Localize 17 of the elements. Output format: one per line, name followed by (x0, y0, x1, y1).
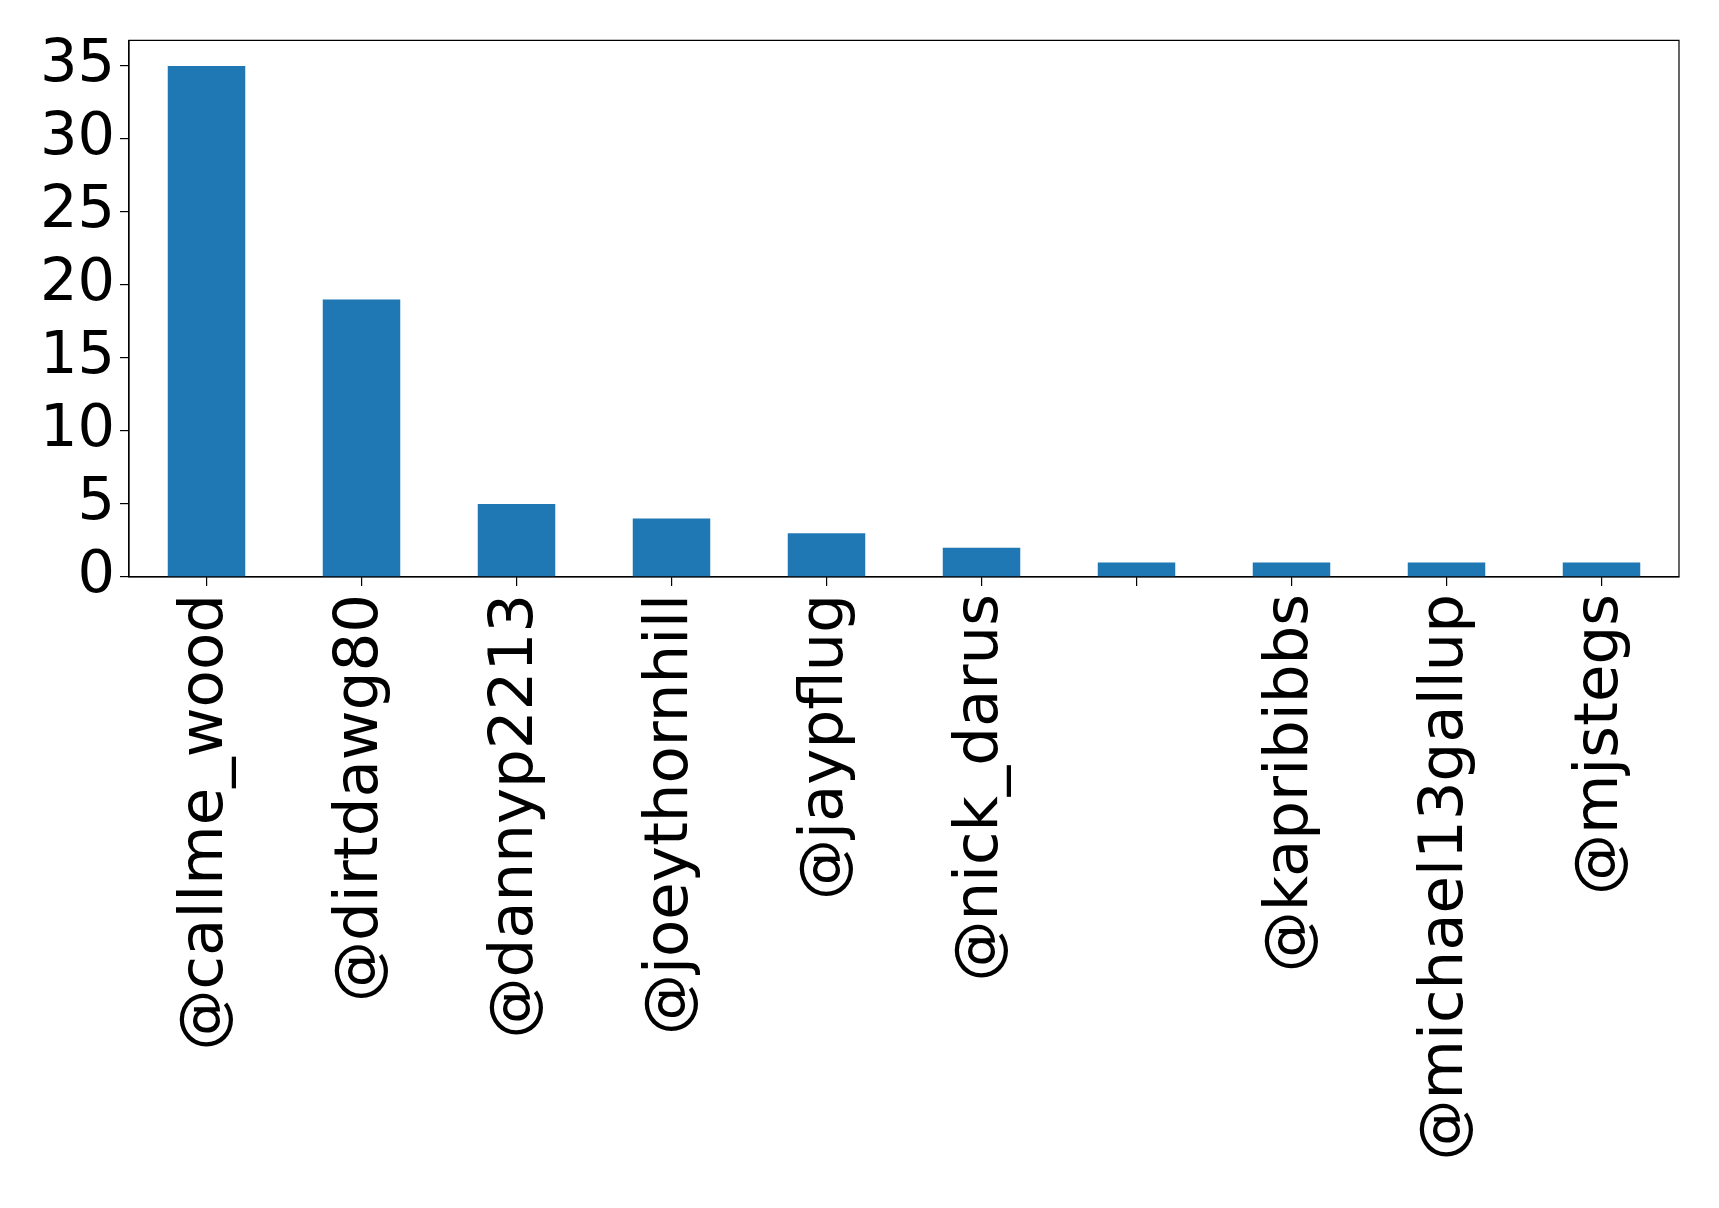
x-tick-label: @nick_darus (940, 594, 1012, 982)
y-tick-label: 5 (77, 464, 115, 534)
x-tick-label: @callme_wood (165, 594, 237, 1051)
y-tick-label: 30 (39, 99, 115, 169)
x-tick-label: @mjstegs (1560, 594, 1632, 896)
y-tick-label: 35 (39, 26, 115, 96)
y-tick-label: 25 (39, 172, 115, 242)
x-tick-label: @dannyp2213 (475, 594, 547, 1039)
y-tick-label: 20 (39, 245, 115, 315)
x-tick-label: @michael13gallup (1405, 594, 1477, 1161)
y-tick-label: 10 (39, 391, 115, 461)
x-tick-label: @jaypflug (785, 594, 857, 900)
x-tick-label: @dirtdawg80 (320, 594, 392, 1002)
y-tick-label: 15 (39, 318, 115, 388)
x-tick-label: @kapribibbs (1250, 594, 1322, 973)
x-tick-label: @joeythornhill (630, 594, 702, 1035)
y-tick-label: 0 (77, 537, 115, 607)
